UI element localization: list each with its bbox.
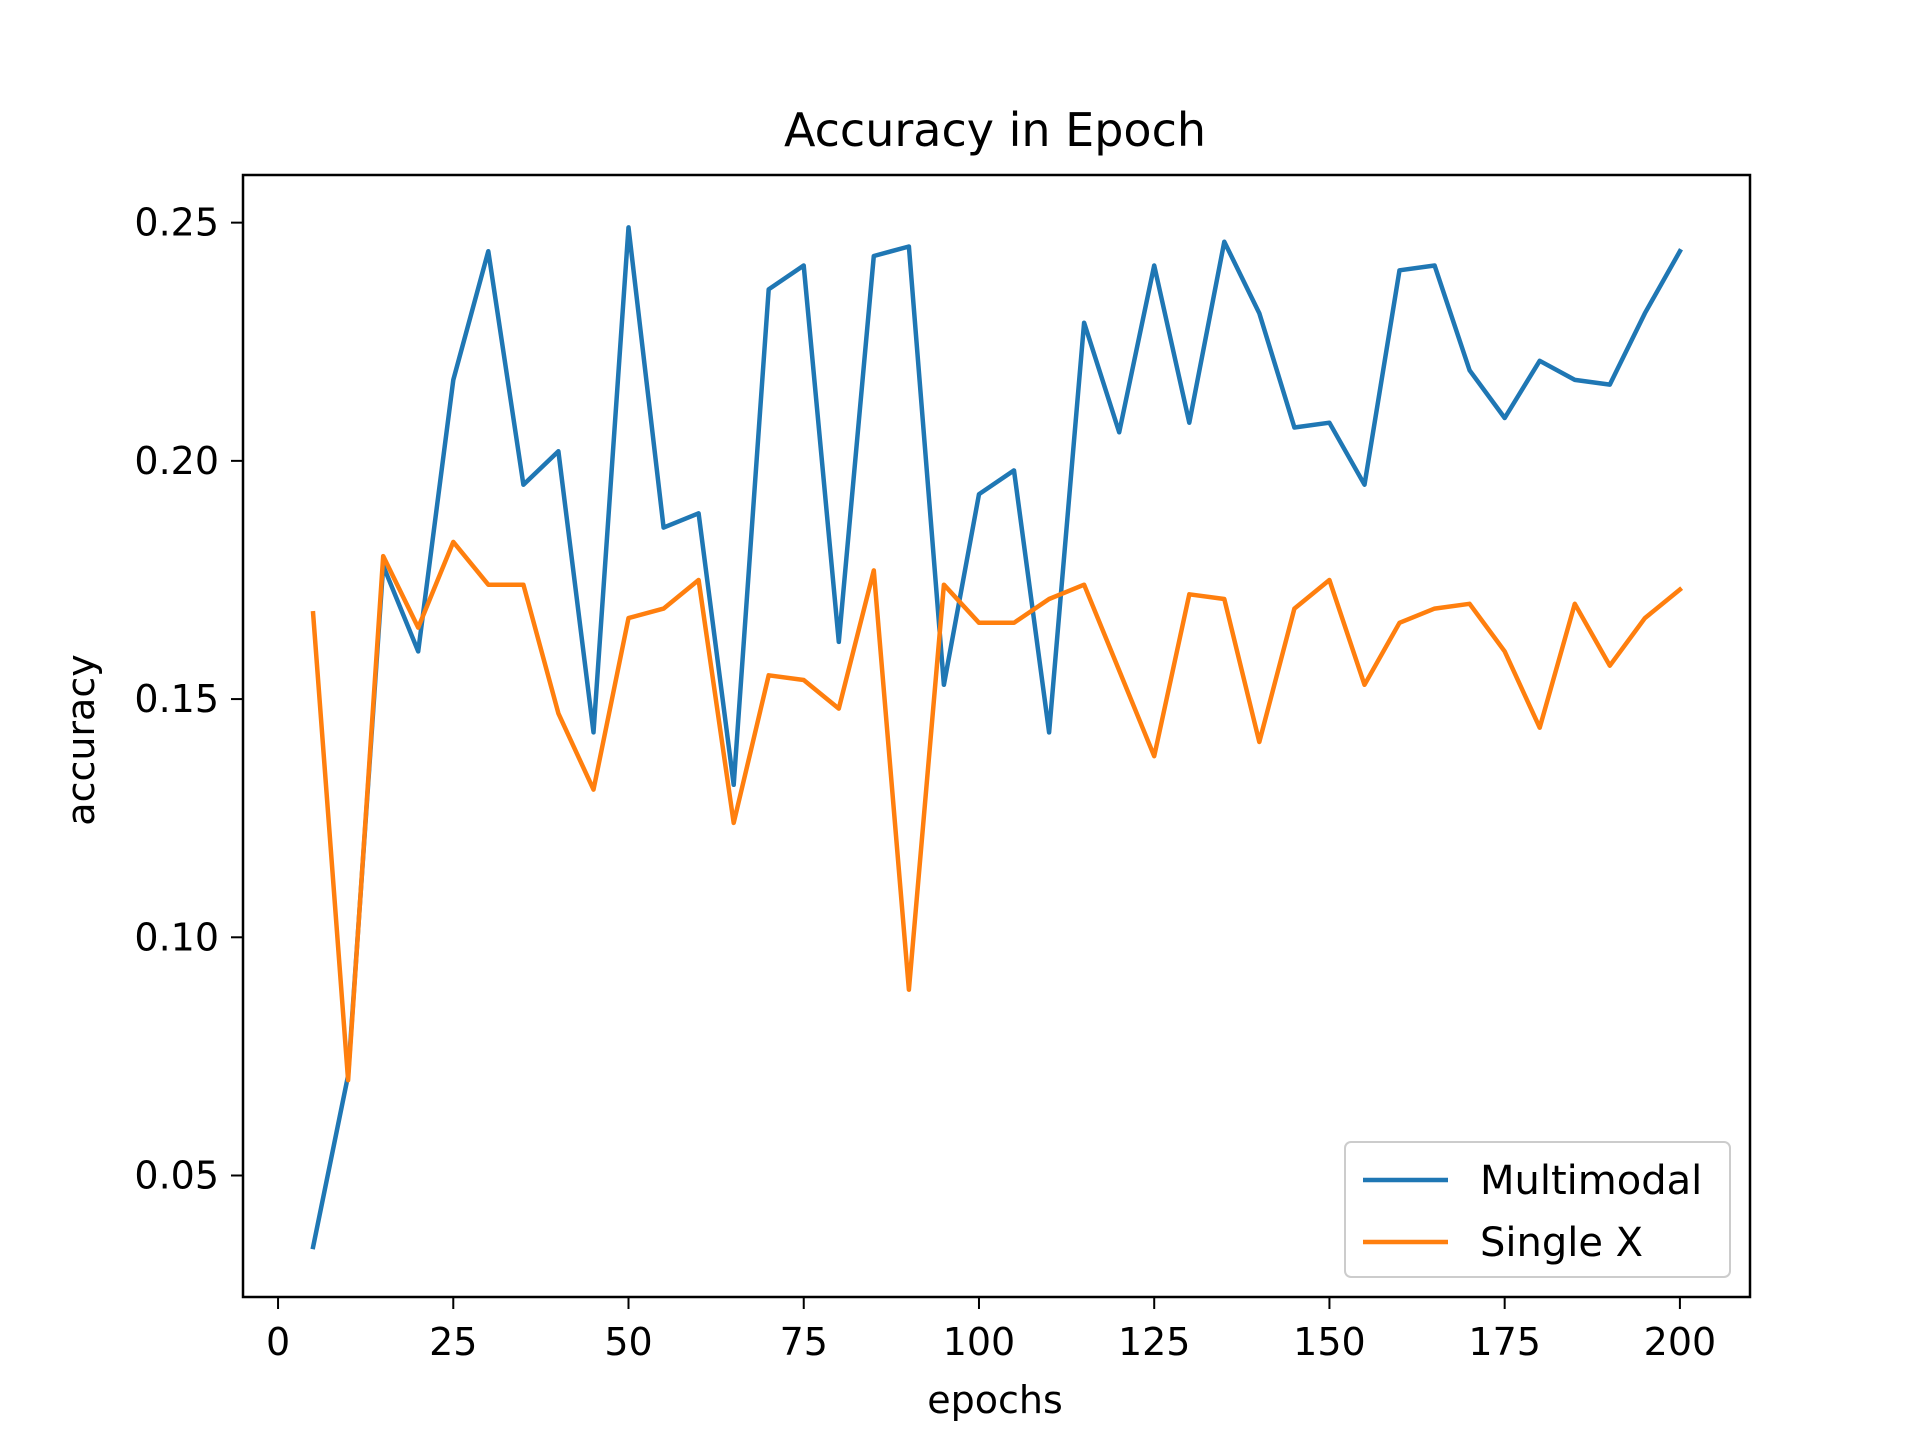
plot-area: 0 25 50 75 100 125 150 175 200 0.05 0.10 0.15 0.20 0.…: [134, 173, 1752, 1364]
legend-label-single-x: Single X: [1480, 1220, 1643, 1266]
x-tick-label: 0: [266, 1320, 290, 1364]
y-tick-label: 0.20: [134, 439, 219, 483]
y-tick-label: 0.05: [134, 1154, 219, 1198]
plot-frame: [241, 173, 1752, 1299]
x-tick-label: 100: [943, 1320, 1016, 1364]
legend-label-multimodal: Multimodal: [1480, 1158, 1702, 1204]
x-tick-label: 125: [1118, 1320, 1191, 1364]
y-tick-label: 0.15: [134, 677, 219, 721]
y-tick-label: 0.10: [134, 915, 219, 959]
chart-title: Accuracy in Epoch: [784, 103, 1206, 157]
legend: Multimodal Single X: [1344, 1141, 1731, 1278]
x-tick-label: 25: [429, 1320, 477, 1364]
x-tick-label: 50: [604, 1320, 652, 1364]
x-axis-label: epochs: [927, 1378, 1063, 1422]
y-tick-label: 0.25: [134, 201, 219, 245]
x-tick-label: 75: [780, 1320, 828, 1364]
x-tick-label: 150: [1293, 1320, 1366, 1364]
x-tick-label: 175: [1468, 1320, 1541, 1364]
y-axis-label: accuracy: [59, 654, 103, 825]
x-tick-label: 200: [1644, 1320, 1717, 1364]
series-line-multimodal: [310, 225, 1683, 1250]
series-line-single-x: [310, 539, 1684, 1083]
